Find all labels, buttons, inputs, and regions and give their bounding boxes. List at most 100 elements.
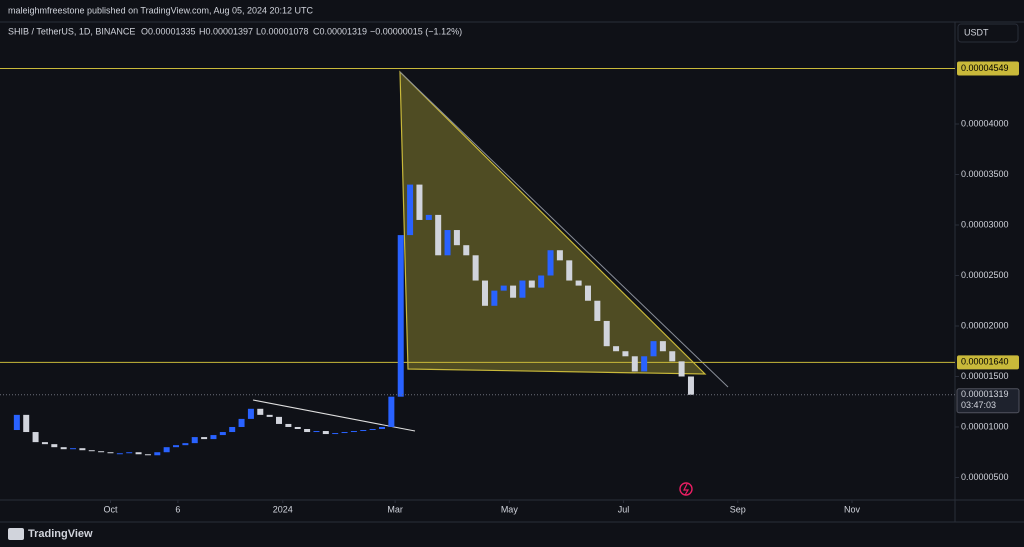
y-tick-label: 0.00003500 <box>961 169 1009 179</box>
candle <box>276 416 283 424</box>
candle <box>472 255 479 281</box>
candle <box>219 432 226 436</box>
candle <box>51 444 58 448</box>
y-tick-label: 0.00002000 <box>961 320 1009 330</box>
y-tick-label: 0.00000500 <box>961 472 1009 482</box>
candle <box>238 418 245 427</box>
candle <box>519 280 526 298</box>
candle <box>257 408 264 415</box>
currency-label[interactable]: USDT <box>964 27 989 37</box>
y-tick-label: 0.00004000 <box>961 118 1009 128</box>
candle <box>566 260 573 281</box>
candle <box>407 184 414 236</box>
price-tag <box>957 61 1019 76</box>
triangle-drawing <box>399 70 707 375</box>
ohlc-open: O0.00001335 <box>141 26 196 36</box>
candle <box>88 450 95 452</box>
price-tag-label: 0.00004549 <box>961 63 1009 73</box>
y-tick-label: 0.00003000 <box>961 219 1009 229</box>
candle <box>173 445 180 448</box>
change: −0.00000015 (−1.12%) <box>370 26 462 36</box>
candle <box>369 429 376 431</box>
candle <box>332 433 339 435</box>
x-tick-label: Sep <box>730 504 746 514</box>
candle <box>669 351 676 362</box>
candle <box>556 250 563 261</box>
candle <box>70 448 77 450</box>
candle <box>510 285 517 298</box>
x-tick-label: May <box>501 504 519 514</box>
candle <box>13 414 20 431</box>
candle <box>41 442 48 445</box>
trend-line <box>399 71 729 388</box>
candle <box>154 452 161 456</box>
candle <box>538 275 545 288</box>
symbol: SHIB / TetherUS, 1D, BINANCE <box>8 26 135 36</box>
candle <box>341 432 348 434</box>
candle <box>425 214 432 220</box>
candle <box>116 453 123 455</box>
candle <box>201 437 208 440</box>
ohlc-low: L0.00001078 <box>256 26 309 36</box>
candle <box>631 356 638 372</box>
candle <box>594 300 601 321</box>
candle <box>528 280 535 288</box>
candle <box>79 448 86 451</box>
candle <box>659 341 666 352</box>
candle <box>481 280 488 306</box>
candle <box>266 414 273 417</box>
candle <box>32 432 39 443</box>
published-line: maleighmfreestone published on TradingVi… <box>8 5 314 15</box>
brand: TradingView <box>28 528 93 540</box>
candle <box>350 431 357 433</box>
candle <box>650 341 657 357</box>
candle <box>229 426 236 433</box>
x-tick-label: Mar <box>387 504 403 514</box>
candle <box>247 408 254 419</box>
x-tick-label: 2024 <box>273 504 293 514</box>
candle <box>360 430 367 432</box>
y-tick-label: 0.00001500 <box>961 371 1009 381</box>
last-price-label: 0.00001319 <box>961 389 1009 399</box>
ohlc-close: C0.00001319 <box>313 26 367 36</box>
candle <box>182 443 189 446</box>
candle <box>575 280 582 286</box>
candle <box>491 290 498 306</box>
price-tag-label: 0.00001640 <box>961 357 1009 367</box>
candle <box>613 346 620 352</box>
currency-button[interactable] <box>957 23 1019 43</box>
y-tick-label: 0.00002500 <box>961 270 1009 280</box>
candle <box>144 454 151 456</box>
x-tick-label: 6 <box>175 504 180 514</box>
event-icon[interactable] <box>679 482 693 496</box>
candle <box>547 250 554 276</box>
candle <box>98 451 105 453</box>
candle <box>191 437 198 444</box>
candle <box>294 426 301 430</box>
brand-logo <box>8 528 24 540</box>
candle <box>603 320 610 347</box>
candle <box>388 396 395 427</box>
candle <box>678 361 685 377</box>
candle <box>463 245 470 256</box>
candle <box>416 184 423 220</box>
candle <box>397 235 404 397</box>
x-tick-label: Oct <box>103 504 118 514</box>
candle <box>322 431 329 435</box>
candle <box>60 447 67 450</box>
ohlc-high: H0.00001397 <box>199 26 253 36</box>
candle <box>641 356 648 372</box>
candle <box>285 423 292 427</box>
candle <box>210 435 217 440</box>
candle <box>622 351 629 357</box>
candle <box>584 285 591 301</box>
trend-line <box>252 399 416 432</box>
candle <box>107 452 114 454</box>
candle <box>135 452 142 455</box>
candle <box>23 414 30 433</box>
event-icon-bolt <box>683 483 690 496</box>
x-tick-label: Nov <box>844 504 861 514</box>
